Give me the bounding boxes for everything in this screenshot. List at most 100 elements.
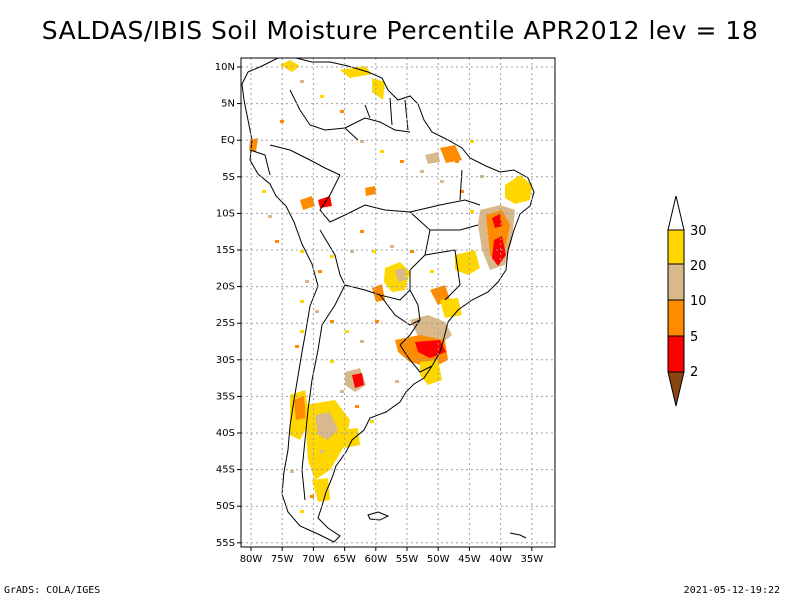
speckle — [345, 330, 349, 333]
patch-north-coast-2 — [340, 66, 372, 78]
speckle — [290, 470, 294, 473]
lat-tick-label: 25S — [216, 318, 235, 329]
map-frame — [240, 57, 556, 548]
speckle — [470, 140, 474, 143]
speckle — [295, 345, 299, 348]
coastline-and-borders — [241, 57, 535, 543]
speckle — [360, 230, 364, 233]
border-ecuador-peru — [249, 149, 271, 176]
speckle — [320, 95, 324, 98]
lat-tick-label: 10N — [215, 62, 235, 73]
legend-bin-10-20 — [667, 263, 685, 301]
speckle — [375, 320, 379, 323]
patch-northeast-yellow — [505, 175, 532, 204]
border-paraguay-argentina — [379, 294, 421, 326]
speckle — [300, 300, 304, 303]
speckle — [400, 160, 404, 163]
speckle — [310, 495, 314, 498]
latitude-labels: 10N 5N EQ 5S 10S 15S 20S 25S 30S 35S 40S 45S 50S 55S — [215, 62, 241, 549]
border-bolivia-brazil — [344, 204, 431, 271]
legend-bin-5-10 — [667, 299, 685, 337]
speckle — [360, 340, 364, 343]
speckle — [355, 405, 359, 408]
lat-tick-label: 45S — [216, 465, 235, 476]
patch-sp-2 — [440, 298, 462, 318]
patch-minas — [455, 250, 480, 275]
patch-bahia-red — [492, 236, 506, 266]
lon-tick-label: 80W — [240, 554, 263, 565]
speckle — [315, 310, 319, 313]
patch-cordoba-red — [352, 373, 364, 388]
patch-amazon-mouth-2 — [425, 152, 440, 164]
patch-amazon-1 — [365, 186, 376, 196]
footer-credit: GrADS: COLA/IGES — [4, 585, 101, 596]
patch-bahia-red-2 — [492, 214, 502, 228]
coastline — [241, 57, 535, 543]
border-colombia-venezuela — [289, 89, 359, 141]
lon-tick-label: 50W — [427, 554, 450, 565]
lat-tick-label: 20S — [216, 282, 235, 293]
patch-peru-1 — [300, 196, 315, 210]
speckle — [380, 150, 384, 153]
lat-tick-label: 15S — [216, 245, 235, 256]
speckle — [330, 255, 334, 258]
speckle — [372, 250, 376, 253]
lon-tick-label: 60W — [364, 554, 387, 565]
speckle — [410, 250, 414, 253]
lon-tick-label: 40W — [489, 554, 512, 565]
border-venezuela-brazil — [344, 117, 411, 133]
lat-tick-label: 30S — [216, 355, 235, 366]
lat-tick-label: 50S — [216, 501, 235, 512]
lat-tick-label: 10S — [216, 208, 235, 219]
speckle — [305, 280, 309, 283]
speckle — [330, 320, 334, 323]
speckle — [420, 170, 424, 173]
border-uruguay — [399, 344, 433, 373]
speckle — [460, 190, 464, 193]
border-peru-bolivia — [319, 229, 346, 286]
speckle — [300, 80, 304, 83]
lon-tick-label: 55W — [396, 554, 419, 565]
longitude-labels: 80W 75W 70W 65W 60W 55W 50W 45W 40W 35W — [240, 547, 543, 565]
lat-tick-label: 40S — [216, 428, 235, 439]
brazil-states — [409, 169, 481, 301]
patch-north-coast — [280, 60, 300, 72]
patch-bolivia-tan — [395, 268, 406, 282]
legend-label-30: 30 — [690, 224, 707, 239]
speckle — [300, 510, 304, 513]
legend-label-2: 2 — [690, 365, 698, 380]
map-title: SALDAS/IBIS Soil Moisture Percentile APR… — [41, 16, 759, 45]
patch-guiana — [372, 78, 385, 100]
speckle — [300, 250, 304, 253]
speckle — [268, 215, 272, 218]
speckle — [262, 190, 266, 193]
legend-arrow-bottom — [667, 371, 685, 407]
speckle — [275, 240, 279, 243]
lon-tick-label: 65W — [333, 554, 356, 565]
legend-label-20: 20 — [690, 259, 707, 274]
border-brazil-argentina — [399, 319, 421, 346]
speckle — [370, 420, 374, 423]
speckle — [318, 270, 322, 273]
legend-label-5: 5 — [690, 330, 698, 345]
speckle — [320, 450, 324, 453]
speckle — [280, 120, 284, 123]
speckle-layer — [262, 80, 484, 513]
speckle — [300, 330, 304, 333]
speckle — [340, 110, 344, 113]
border-bolivia-paraguay — [344, 270, 411, 301]
lon-tick-label: 75W — [271, 554, 294, 565]
lon-tick-label: 35W — [520, 554, 543, 565]
percentile-patches — [249, 60, 532, 502]
speckle — [470, 210, 474, 213]
footer-timestamp: 2021-05-12-19:22 — [683, 585, 780, 596]
lat-tick-label: 5N — [221, 99, 235, 110]
lat-tick-label: 5S — [222, 172, 235, 183]
patch-central-chile-orange — [294, 396, 306, 420]
speckle — [360, 140, 364, 143]
lon-tick-label: 70W — [302, 554, 325, 565]
south-georgia — [509, 532, 527, 539]
border-paraguay-brazil — [409, 289, 421, 321]
legend-bin-20-30 — [667, 229, 685, 265]
